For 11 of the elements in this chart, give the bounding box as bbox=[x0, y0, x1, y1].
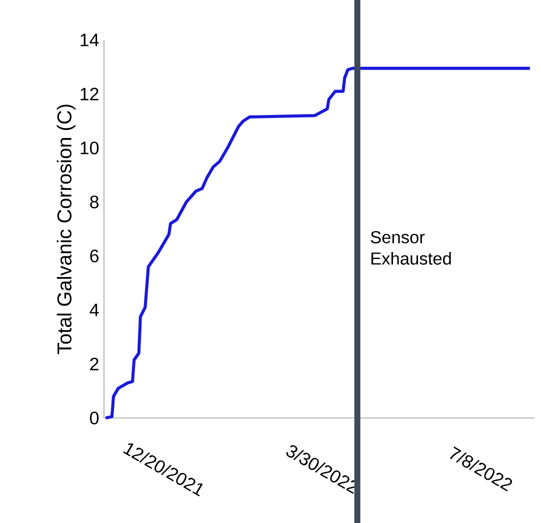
y-tick-label: 8 bbox=[90, 196, 99, 208]
y-tick-label: 14 bbox=[80, 34, 99, 46]
y-tick-label: 0 bbox=[90, 412, 99, 424]
y-axis-title: Total Galvanic Corrosion (C) bbox=[56, 104, 76, 354]
y-tick-label: 2 bbox=[90, 358, 98, 370]
y-tick-label: 12 bbox=[80, 88, 98, 100]
y-tick-label: 10 bbox=[80, 142, 99, 154]
line-series bbox=[104, 66, 532, 420]
ref-line-label: Sensor Exhausted bbox=[370, 231, 451, 265]
y-tick-label: 4 bbox=[90, 304, 99, 316]
y-tick-label: 6 bbox=[90, 250, 99, 262]
